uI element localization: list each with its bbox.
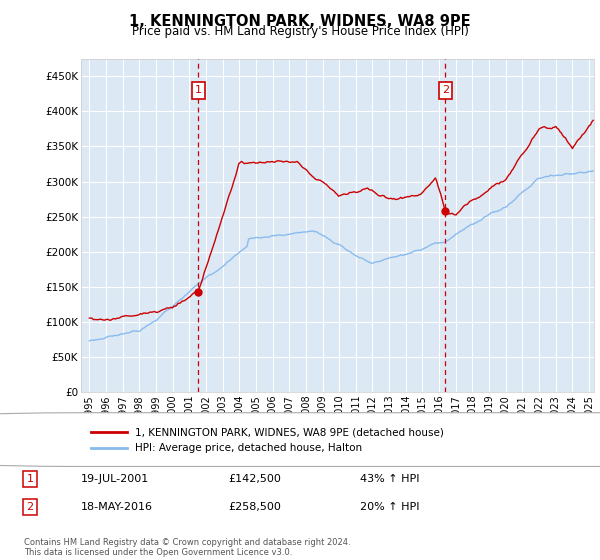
Text: 2: 2 — [442, 86, 449, 95]
Text: 1: 1 — [26, 474, 34, 484]
Text: 1: 1 — [195, 86, 202, 95]
Text: Price paid vs. HM Land Registry's House Price Index (HPI): Price paid vs. HM Land Registry's House … — [131, 25, 469, 38]
Text: £142,500: £142,500 — [228, 474, 281, 484]
Text: Contains HM Land Registry data © Crown copyright and database right 2024.
This d: Contains HM Land Registry data © Crown c… — [24, 538, 350, 557]
Text: £258,500: £258,500 — [228, 502, 281, 512]
Text: 19-JUL-2001: 19-JUL-2001 — [81, 474, 149, 484]
FancyBboxPatch shape — [0, 413, 600, 466]
Text: 1, KENNINGTON PARK, WIDNES, WA8 9PE (detached house): 1, KENNINGTON PARK, WIDNES, WA8 9PE (det… — [135, 427, 444, 437]
Text: 43% ↑ HPI: 43% ↑ HPI — [360, 474, 419, 484]
Text: 2: 2 — [26, 502, 34, 512]
Text: 20% ↑ HPI: 20% ↑ HPI — [360, 502, 419, 512]
Text: 18-MAY-2016: 18-MAY-2016 — [81, 502, 153, 512]
Text: HPI: Average price, detached house, Halton: HPI: Average price, detached house, Halt… — [135, 443, 362, 453]
Text: 1, KENNINGTON PARK, WIDNES, WA8 9PE: 1, KENNINGTON PARK, WIDNES, WA8 9PE — [129, 14, 471, 29]
